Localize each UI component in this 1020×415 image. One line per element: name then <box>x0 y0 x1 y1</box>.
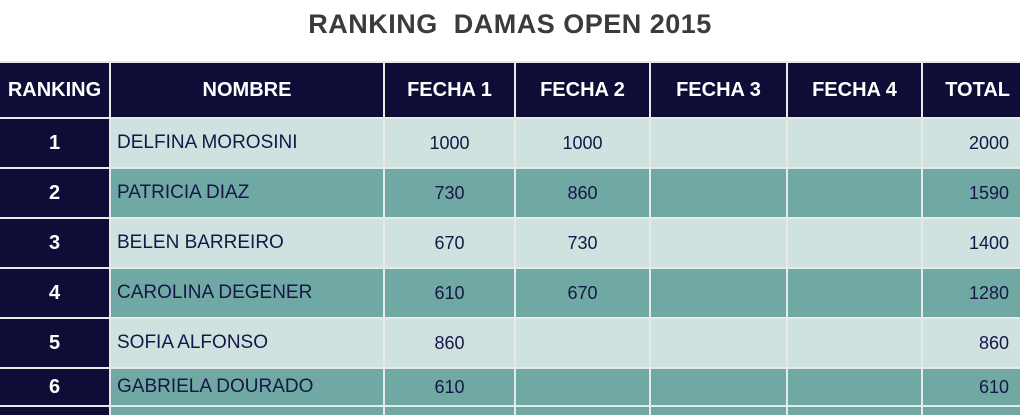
cell-fecha1: 610 <box>385 369 514 405</box>
cell-fecha1: 610 <box>385 269 514 317</box>
cell-fecha3 <box>651 119 786 167</box>
cell-nombre: CAROLINA DEGENER <box>111 269 383 317</box>
cell-fecha2 <box>516 319 649 367</box>
table-row: 2 PATRICIA DIAZ 730 860 1590 <box>0 169 1020 217</box>
cell-fecha4 <box>788 169 921 217</box>
cell-nombre <box>111 407 383 415</box>
ranking-table: RANKING NOMBRE FECHA 1 FECHA 2 FECHA 3 F… <box>0 61 1020 415</box>
header-fecha1: FECHA 1 <box>385 63 514 117</box>
cell-ranking: 2 <box>0 169 109 217</box>
cell-ranking: 4 <box>0 269 109 317</box>
cell-nombre: PATRICIA DIAZ <box>111 169 383 217</box>
cell-total: 2000 <box>923 119 1020 167</box>
header-row: RANKING NOMBRE FECHA 1 FECHA 2 FECHA 3 F… <box>0 63 1020 117</box>
cell-ranking: 1 <box>0 119 109 167</box>
cell-fecha3 <box>651 269 786 317</box>
header-fecha4: FECHA 4 <box>788 63 921 117</box>
cell-fecha2: 670 <box>516 269 649 317</box>
cell-total <box>923 407 1020 415</box>
cell-fecha1 <box>385 407 514 415</box>
cell-fecha2: 1000 <box>516 119 649 167</box>
cell-ranking: 3 <box>0 219 109 267</box>
page-title: RANKING DAMAS OPEN 2015 <box>308 9 712 39</box>
header-nombre: NOMBRE <box>111 63 383 117</box>
cell-fecha2: 860 <box>516 169 649 217</box>
cell-fecha2 <box>516 369 649 405</box>
cell-fecha4 <box>788 407 921 415</box>
cell-fecha4 <box>788 119 921 167</box>
cell-nombre: DELFINA MOROSINI <box>111 119 383 167</box>
table-row: 5 SOFIA ALFONSO 860 860 <box>0 319 1020 367</box>
cell-fecha3 <box>651 219 786 267</box>
cell-ranking: 5 <box>0 319 109 367</box>
cell-fecha1: 730 <box>385 169 514 217</box>
cell-ranking <box>0 407 109 415</box>
cell-fecha1: 1000 <box>385 119 514 167</box>
cell-fecha4 <box>788 219 921 267</box>
cell-total: 1400 <box>923 219 1020 267</box>
cell-nombre: SOFIA ALFONSO <box>111 319 383 367</box>
table-row: 1 DELFINA MOROSINI 1000 1000 2000 <box>0 119 1020 167</box>
header-total: TOTAL <box>923 63 1020 117</box>
table-row: 3 BELEN BARREIRO 670 730 1400 <box>0 219 1020 267</box>
header-fecha2: FECHA 2 <box>516 63 649 117</box>
cell-total: 610 <box>923 369 1020 405</box>
cell-total: 1590 <box>923 169 1020 217</box>
cell-fecha1: 860 <box>385 319 514 367</box>
header-ranking: RANKING <box>0 63 109 117</box>
cell-total: 860 <box>923 319 1020 367</box>
cell-nombre: BELEN BARREIRO <box>111 219 383 267</box>
cell-nombre: GABRIELA DOURADO <box>111 369 383 405</box>
cell-fecha4 <box>788 369 921 405</box>
cell-fecha1: 670 <box>385 219 514 267</box>
cell-fecha4 <box>788 319 921 367</box>
cell-fecha4 <box>788 269 921 317</box>
cell-fecha3 <box>651 319 786 367</box>
table-row-partial <box>0 407 1020 415</box>
cell-fecha3 <box>651 407 786 415</box>
cell-ranking: 6 <box>0 369 109 405</box>
header-fecha3: FECHA 3 <box>651 63 786 117</box>
cell-fecha2: 730 <box>516 219 649 267</box>
cell-fecha3 <box>651 369 786 405</box>
cell-total: 1280 <box>923 269 1020 317</box>
table-row: 6 GABRIELA DOURADO 610 610 <box>0 369 1020 405</box>
table-row: 4 CAROLINA DEGENER 610 670 1280 <box>0 269 1020 317</box>
cell-fecha2 <box>516 407 649 415</box>
cell-fecha3 <box>651 169 786 217</box>
